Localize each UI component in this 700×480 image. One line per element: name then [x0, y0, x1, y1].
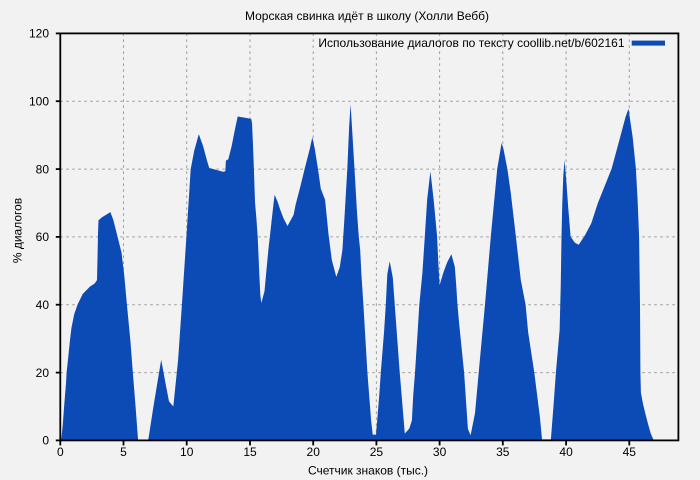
svg-text:Счетчик знаков (тыс.): Счетчик знаков (тыс.) [308, 464, 428, 478]
svg-text:40: 40 [559, 445, 573, 459]
svg-text:120: 120 [29, 27, 49, 41]
svg-text:5: 5 [120, 445, 127, 459]
svg-text:Морская свинка идёт в школу (Х: Морская свинка идёт в школу (Холли Вебб) [245, 9, 489, 23]
svg-text:100: 100 [29, 94, 49, 108]
svg-text:0: 0 [42, 434, 49, 448]
svg-text:20: 20 [307, 445, 321, 459]
svg-text:10: 10 [180, 445, 194, 459]
svg-text:Использование диалогов по текс: Использование диалогов по тексту coollib… [318, 36, 624, 50]
svg-text:0: 0 [57, 445, 64, 459]
svg-text:45: 45 [623, 445, 637, 459]
svg-text:25: 25 [370, 445, 384, 459]
svg-text:80: 80 [36, 162, 50, 176]
svg-text:30: 30 [433, 445, 447, 459]
svg-text:40: 40 [36, 298, 50, 312]
svg-text:20: 20 [36, 366, 50, 380]
svg-text:35: 35 [496, 445, 510, 459]
svg-text:% диалогов: % диалогов [11, 198, 25, 263]
svg-text:15: 15 [243, 445, 257, 459]
svg-text:60: 60 [36, 230, 50, 244]
